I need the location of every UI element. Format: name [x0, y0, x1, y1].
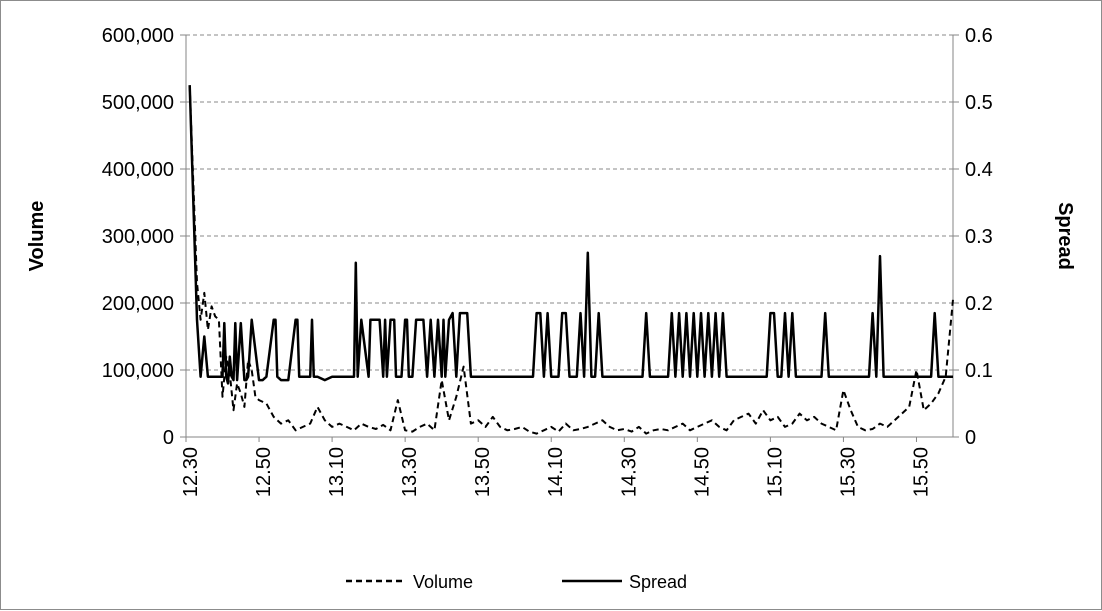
x-tick-label: 13.50 [472, 447, 494, 497]
y-tick-label-left: 200,000 [102, 293, 174, 315]
y-tick-label-left: 500,000 [102, 92, 174, 114]
y-axis-title-left: Volume [26, 201, 48, 272]
x-tick-label: 12.30 [180, 447, 202, 497]
y-tick-label-left: 100,000 [102, 360, 174, 382]
y-tick-label-right: 0.3 [965, 226, 993, 248]
x-tick-label: 12.50 [253, 447, 275, 497]
series-group [188, 85, 954, 435]
legend-spread-label: Spread [629, 572, 687, 592]
x-tick-label: 14.50 [691, 447, 713, 497]
y-tick-label-left: 400,000 [102, 159, 174, 181]
y-tick-label-left: 0 [163, 427, 174, 449]
x-tick-label: 13.30 [399, 447, 421, 497]
x-tick-label: 15.10 [764, 447, 786, 497]
series-line-volume [188, 85, 954, 435]
legend: Volume Spread [346, 572, 687, 592]
y-ticks-right: 0 0.1 0.2 0.3 0.4 0.5 0.6 [953, 25, 993, 449]
y-tick-label-right: 0 [965, 427, 976, 449]
x-tick-label: 14.30 [618, 447, 640, 497]
y-axis-title-right: Spread [1054, 202, 1076, 270]
y-tick-label-right: 0.4 [965, 159, 993, 181]
y-tick-label-right: 0.1 [965, 360, 993, 382]
legend-volume-label: Volume [413, 572, 473, 592]
y-ticks-left: 0 100,000 200,000 300,000 400,000 500,000 600,… [102, 25, 186, 449]
x-ticks: 12.30 12.50 13.10 13.30 13.50 14.10 14.30 14.50… [180, 437, 932, 497]
x-tick-label: 15.50 [910, 447, 932, 497]
x-tick-label: 14.10 [545, 447, 567, 497]
gridlines [186, 34, 953, 371]
y-tick-label-left: 300,000 [102, 226, 174, 248]
y-tick-label-right: 0.5 [965, 92, 993, 114]
x-tick-label: 15.30 [837, 447, 859, 497]
y-tick-label-left: 600,000 [102, 25, 174, 47]
y-tick-label-right: 0.6 [965, 25, 993, 47]
x-tick-label: 13.10 [326, 447, 348, 497]
series-line-spread [188, 85, 953, 385]
y-tick-label-right: 0.2 [965, 293, 993, 315]
